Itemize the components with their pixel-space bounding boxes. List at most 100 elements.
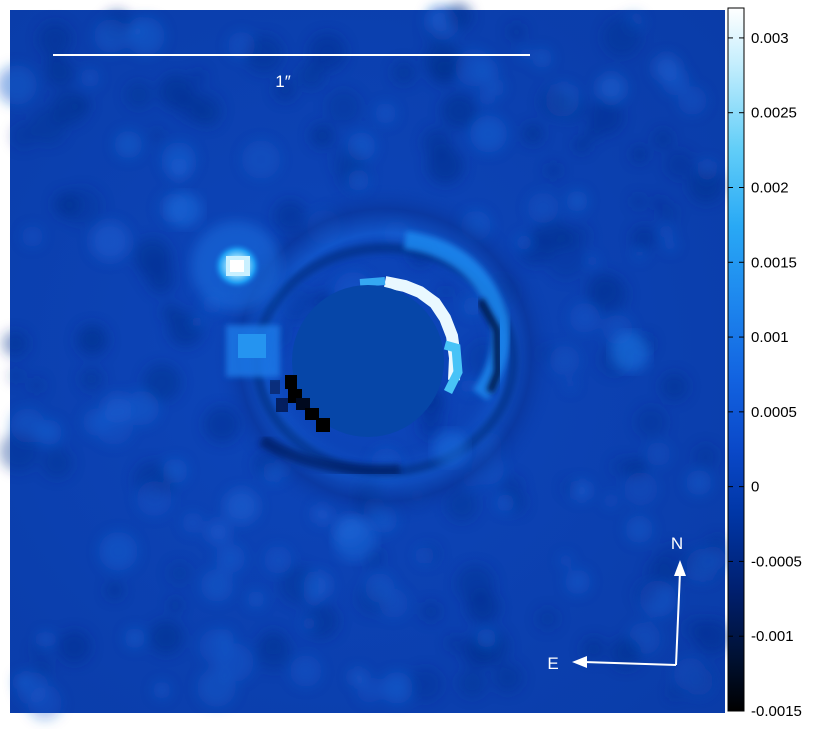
speckle-dot xyxy=(126,17,165,56)
speckle-dot xyxy=(584,271,618,305)
speckle-dot xyxy=(200,569,234,602)
speckle-dot xyxy=(30,643,46,659)
colorbar-tick-label: 0.003 xyxy=(751,30,789,47)
speckle-dot xyxy=(63,186,103,226)
speckle-dot xyxy=(507,22,526,42)
speckle-dot xyxy=(302,616,316,631)
speckle-dot xyxy=(8,368,24,384)
speckle-dot xyxy=(148,269,175,295)
speckle-dot xyxy=(0,65,37,105)
speckle-dot xyxy=(673,657,707,691)
speckle-dot xyxy=(646,441,671,466)
speckle-dot xyxy=(562,480,577,495)
speckle-dot xyxy=(38,632,53,647)
speckle-dot xyxy=(38,22,73,57)
speckle-dot xyxy=(57,630,91,664)
speckle-dot xyxy=(553,226,576,248)
speckle-dot xyxy=(545,162,562,179)
speckle-dot xyxy=(499,474,523,498)
compass: N E xyxy=(547,534,686,673)
speckle-dot xyxy=(488,79,504,96)
speckle-dot xyxy=(664,238,677,252)
speckle-dot xyxy=(305,590,321,606)
speckle-dot xyxy=(216,544,246,573)
speckle-dot xyxy=(22,226,43,247)
speckle-dot xyxy=(199,628,235,664)
speckle-dot xyxy=(29,377,45,394)
speckle-dot xyxy=(536,607,559,630)
speckle-dot xyxy=(631,195,645,209)
colorbar-ticks: 0.003 0.0025 0.002 0.0015 0.001 0.0005 0 -0.000… xyxy=(728,30,802,720)
speckle-dot xyxy=(80,68,100,88)
speckle-dot xyxy=(549,345,580,376)
speckle-dot xyxy=(634,581,659,606)
speckle-dot xyxy=(522,123,543,144)
speckle-dot xyxy=(456,564,495,603)
speckle-dot xyxy=(635,406,667,439)
speckle-dot xyxy=(588,99,623,135)
speckle-dot xyxy=(162,458,188,484)
speckle-dot xyxy=(167,561,192,585)
speckle-dot xyxy=(446,634,464,653)
coronagraph-mask xyxy=(292,285,444,437)
speckle-dot xyxy=(470,115,507,153)
companion-source xyxy=(212,242,262,290)
faint-spot xyxy=(167,192,203,228)
speckle-dot xyxy=(197,668,236,707)
speckle-dot xyxy=(303,603,339,639)
speckle-dot xyxy=(223,488,259,524)
speckle-dot xyxy=(664,149,695,180)
speckle-dot xyxy=(420,543,440,564)
speckle-dot xyxy=(532,48,552,68)
faint-spot xyxy=(333,518,377,562)
speckle-dot xyxy=(2,330,29,357)
speckle-dot xyxy=(445,3,472,30)
speckle-dot xyxy=(94,19,128,53)
speckle-dot xyxy=(325,89,362,125)
speckle-dot xyxy=(106,582,123,599)
scale-bar-label: 1″ xyxy=(275,72,290,91)
east-arrowhead xyxy=(572,656,587,668)
speckle-dot xyxy=(80,367,104,391)
speckle-dot xyxy=(11,123,37,149)
speckle-dot xyxy=(114,130,142,159)
faint-spot xyxy=(432,430,468,466)
speckle-dot xyxy=(16,671,49,704)
speckle-dot xyxy=(610,637,642,669)
speckle-dot xyxy=(455,49,494,87)
speckle-dot xyxy=(518,47,532,61)
speckle-dot xyxy=(516,234,532,251)
speckle-dot xyxy=(90,221,130,261)
speckle-dot xyxy=(143,363,181,402)
speckle-dot xyxy=(574,138,589,153)
speckle-dot xyxy=(631,146,648,162)
speckle-dot xyxy=(195,102,220,127)
speckle-dot xyxy=(652,54,681,83)
speckle-dot xyxy=(46,52,62,67)
north-arrowhead xyxy=(674,560,686,576)
speckle-dot xyxy=(645,558,676,588)
faint-spot xyxy=(610,332,650,372)
image-panel: 1″ N E xyxy=(0,3,730,721)
speckle-dot xyxy=(603,493,619,509)
speckle-dot xyxy=(668,685,682,699)
dark-crescent xyxy=(258,375,401,477)
speckle-dot xyxy=(602,18,641,57)
speckle-dot xyxy=(182,512,203,534)
colorbar-tick-label: 0.0015 xyxy=(751,254,797,271)
north-label: N xyxy=(671,534,683,553)
speckle-dot xyxy=(149,620,184,655)
speckle-dot xyxy=(125,81,153,109)
speckle-dot xyxy=(558,553,573,568)
speckle-dot xyxy=(565,569,591,595)
speckle-dot xyxy=(420,601,442,622)
east-label: E xyxy=(547,654,558,673)
colorbar-tick-label: 0.001 xyxy=(751,329,789,346)
speckle-dot xyxy=(564,378,577,392)
speckle-dot xyxy=(136,481,172,517)
speckle-dot xyxy=(247,590,265,608)
speckle-dot xyxy=(308,33,347,71)
speckle-dot xyxy=(206,519,231,545)
speckle-dot xyxy=(189,69,207,87)
